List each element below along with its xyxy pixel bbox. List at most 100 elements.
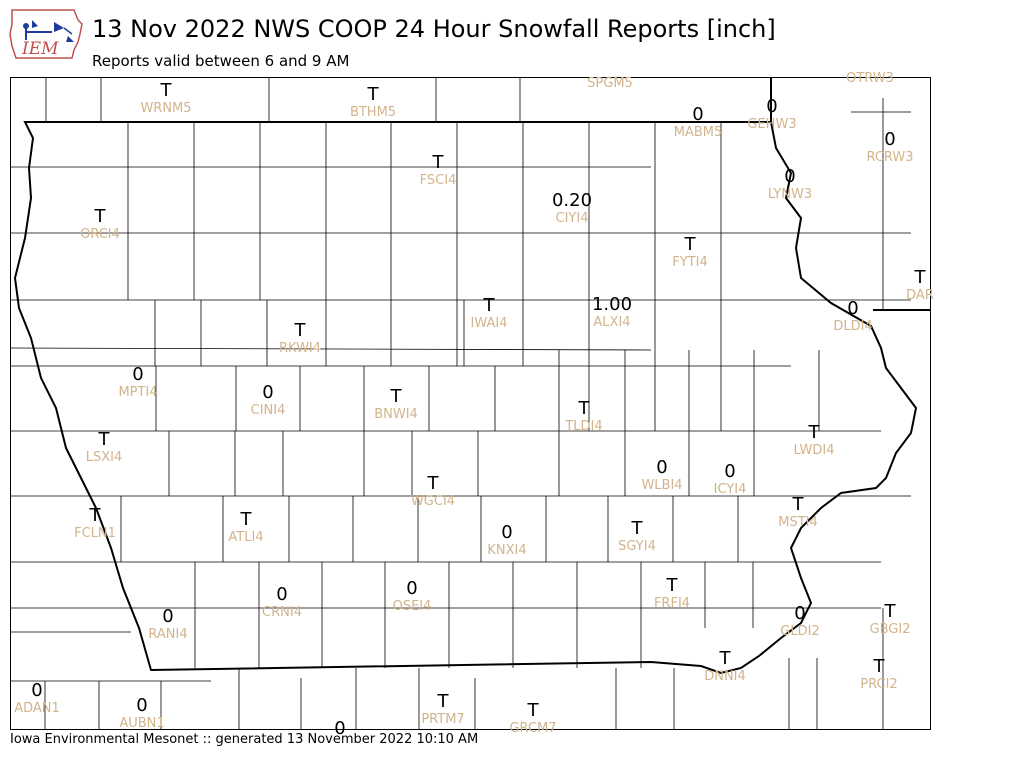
station-id: WGCI4 xyxy=(410,494,456,509)
snowfall-value: 0.20 xyxy=(551,190,593,211)
station-marker: 0 ICYI4 xyxy=(713,461,747,497)
station-id: GBGI2 xyxy=(869,622,911,637)
station-id: CIYI4 xyxy=(555,211,589,226)
station-marker: OTRW3 xyxy=(846,70,894,85)
station-id: AUBN1 xyxy=(119,716,165,731)
station-id: ICYI4 xyxy=(713,482,747,497)
map-panel xyxy=(10,77,931,730)
station-marker: T FSCI4 xyxy=(419,152,457,188)
snowfall-value: T xyxy=(666,575,678,596)
snowfall-value: 0 xyxy=(132,364,144,385)
station-marker: T WRNM5 xyxy=(140,80,192,116)
snowfall-value: T xyxy=(684,234,696,255)
station-marker: T BTHM5 xyxy=(349,84,397,120)
logo-text: IEM xyxy=(21,39,59,59)
station-marker: T FYTI4 xyxy=(672,234,707,270)
station-id: DAR xyxy=(906,288,934,303)
snowfall-value: T xyxy=(432,152,444,173)
station-id: LSXI4 xyxy=(85,450,123,465)
snowfall-value: T xyxy=(94,206,106,227)
station-id: BTHM5 xyxy=(349,105,397,120)
station-marker: 0 xyxy=(334,720,345,740)
station-id: LWDI4 xyxy=(793,443,835,458)
station-marker: 0 OSEI4 xyxy=(392,580,432,614)
station-marker: T DAR xyxy=(906,267,934,303)
station-marker: T DNNI4 xyxy=(704,648,746,684)
station-marker: T PRCI2 xyxy=(860,658,897,692)
station-id: ALXI4 xyxy=(593,315,631,330)
snowfall-value: T xyxy=(914,267,926,288)
snowfall-value: T xyxy=(719,648,731,669)
snowfall-value: T xyxy=(367,84,379,105)
snowfall-value: T xyxy=(427,473,439,494)
snowfall-value: 0 xyxy=(847,298,859,319)
station-id: LYNW3 xyxy=(767,187,813,202)
station-id: KNXI4 xyxy=(487,543,527,558)
station-marker: 0.20 CIYI4 xyxy=(551,190,593,226)
station-marker: T TLDI4 xyxy=(565,398,603,434)
station-id: OSEI4 xyxy=(392,599,432,614)
station-id: WLBI4 xyxy=(641,478,683,493)
snowfall-value: T xyxy=(483,295,495,316)
snowfall-value: T xyxy=(98,429,110,450)
map-footer: Iowa Environmental Mesonet :: generated … xyxy=(10,732,479,747)
station-id: OTRW3 xyxy=(846,71,894,86)
snowfall-value: T xyxy=(527,700,539,721)
station-id: IWAI4 xyxy=(470,316,508,331)
snowfall-value: T xyxy=(390,386,402,407)
station-marker: 0 RCRW3 xyxy=(866,129,913,165)
snowfall-value: 0 xyxy=(276,584,288,605)
station-id: WRNM5 xyxy=(140,101,192,116)
station-marker: 0 LYNW3 xyxy=(767,166,813,202)
snowfall-value: 0 xyxy=(724,461,736,482)
station-id: SPGM5 xyxy=(587,76,633,91)
station-marker: 0 MABM5 xyxy=(674,106,723,140)
station-id: FSCI4 xyxy=(419,173,457,188)
station-id: CRNI4 xyxy=(262,605,302,620)
station-marker: 0 GLDI2 xyxy=(780,603,820,639)
snowfall-value: T xyxy=(437,691,449,712)
iem-logo: IEM xyxy=(8,6,86,64)
station-id: GEHW3 xyxy=(747,117,797,132)
station-marker: 0 CINI4 xyxy=(250,382,286,418)
station-id: GRCM7 xyxy=(509,721,557,736)
snowfall-value: T xyxy=(631,518,643,539)
station-marker: 1.00 ALXI4 xyxy=(592,296,632,330)
station-id: SGYI4 xyxy=(618,539,656,554)
station-id: FCLN1 xyxy=(74,526,116,541)
station-marker: T LSXI4 xyxy=(85,429,123,465)
station-id: BNWI4 xyxy=(374,407,418,422)
snowfall-value: T xyxy=(160,80,172,101)
station-marker: T WGCI4 xyxy=(410,473,456,509)
snowfall-value: 0 xyxy=(794,603,806,624)
station-id: FRFI4 xyxy=(653,596,691,611)
snowfall-value: T xyxy=(792,494,804,515)
station-id: ORCI4 xyxy=(80,227,120,242)
station-id: ATLI4 xyxy=(228,530,264,545)
station-id: CINI4 xyxy=(250,403,286,418)
station-marker: T SGYI4 xyxy=(618,518,656,554)
station-id: TLDI4 xyxy=(565,419,603,434)
station-id: PRTM7 xyxy=(421,712,465,727)
station-marker: T GBGI2 xyxy=(869,603,911,637)
station-marker: T FCLN1 xyxy=(74,507,116,541)
snowfall-value: T xyxy=(808,422,820,443)
station-marker: T BNWI4 xyxy=(374,386,418,422)
station-marker: 0 WLBI4 xyxy=(641,459,683,493)
station-marker: T ORCI4 xyxy=(80,206,120,242)
station-marker: 0 DLDI4 xyxy=(833,298,872,334)
station-marker: 0 KNXI4 xyxy=(487,524,527,558)
station-marker: T MSTI4 xyxy=(778,494,818,530)
station-marker: 0 AUBN1 xyxy=(119,697,165,731)
station-marker: T GRCM7 xyxy=(509,700,557,736)
station-marker: 0 CRNI4 xyxy=(262,584,302,620)
station-marker: SPGM5 xyxy=(587,75,633,90)
station-id: ADAN1 xyxy=(14,701,60,716)
station-marker: T LWDI4 xyxy=(793,422,835,458)
map-subtitle: Reports valid between 6 and 9 AM xyxy=(92,52,350,70)
station-id: GLDI2 xyxy=(780,624,820,639)
snowfall-value: 0 xyxy=(784,166,796,187)
snowfall-value: T xyxy=(578,398,590,419)
snowfall-value: 0 xyxy=(884,129,896,150)
snowfall-value: 0 xyxy=(262,382,274,403)
